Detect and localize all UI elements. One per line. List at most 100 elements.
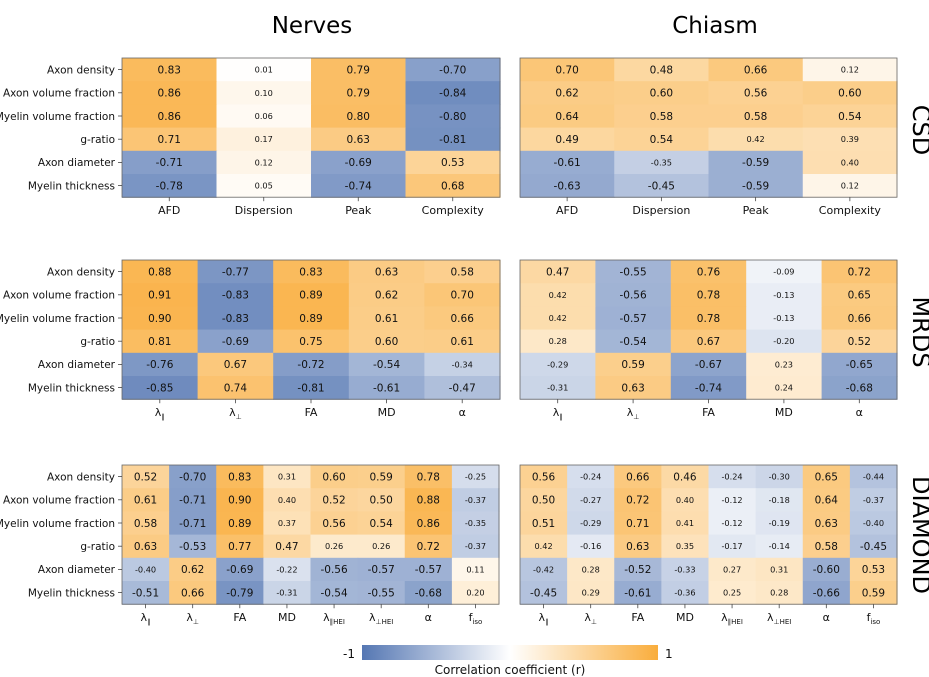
cell-value-label: 0.78 (417, 471, 440, 483)
heatmap-cell (802, 465, 851, 489)
cell-value-label: -0.57 (415, 564, 442, 576)
cell-value-label: 0.72 (848, 266, 871, 278)
heatmap-cell (849, 488, 898, 512)
heatmap-cell (567, 534, 615, 559)
colorbar (362, 645, 658, 660)
cell-value-label: 0.11 (466, 564, 484, 574)
cell-value-label: -0.69 (345, 157, 372, 169)
heatmap-cell (520, 150, 615, 175)
heatmap-cell (197, 260, 274, 284)
heatmap-cell (122, 81, 218, 105)
heatmap-cell (405, 174, 501, 198)
cell-value-label: -0.72 (297, 359, 324, 371)
cell-value-label: 0.51 (532, 518, 555, 530)
cell-value-label: -0.22 (276, 564, 297, 574)
cell-value-label: -0.31 (547, 383, 568, 393)
cell-value-label: -0.63 (554, 180, 581, 192)
heatmap-cell (216, 488, 264, 512)
heatmap-cell (746, 376, 823, 400)
cell-value-label: 0.83 (228, 471, 251, 483)
heatmap-cell (708, 581, 757, 605)
heatmap-cell (122, 511, 170, 536)
cell-value-label: -0.31 (276, 588, 297, 598)
column-label: λ∥HEI (721, 611, 743, 626)
cell-value-label: -0.19 (769, 518, 790, 528)
cell-value-label: 0.64 (555, 111, 579, 123)
heatmap-cell (821, 306, 898, 331)
heatmap-cell (614, 557, 662, 582)
heatmap-cell (404, 534, 453, 559)
column-label: λ∥HEI (323, 611, 345, 626)
heatmap-cell (520, 260, 596, 284)
cell-value-label: 0.70 (451, 290, 474, 302)
heatmap-cell (821, 260, 898, 284)
column-label: MD (278, 611, 296, 624)
heatmap-cell (348, 283, 425, 307)
cell-value-label: -0.69 (222, 336, 249, 348)
cell-value-label: 0.83 (158, 64, 181, 76)
cell-value-label: -0.45 (530, 587, 557, 599)
cell-value-label: 0.65 (815, 471, 838, 483)
column-label: Complexity (422, 204, 485, 217)
heatmap-cell (802, 127, 898, 152)
cell-value-label: 0.56 (744, 88, 768, 100)
heatmap-cell (197, 376, 274, 400)
heatmap-cell (614, 150, 710, 175)
cell-value-label: -0.76 (146, 359, 173, 371)
cell-value-label: -0.74 (345, 180, 372, 192)
cell-value-label: 0.91 (148, 290, 171, 302)
heatmap-cell (708, 488, 757, 512)
cell-value-label: 0.66 (848, 313, 872, 325)
heatmap-cell (802, 174, 898, 198)
heatmap-cell (520, 488, 568, 512)
cell-value-label: -0.34 (452, 359, 473, 369)
cell-value-label: -0.71 (179, 518, 206, 530)
heatmap-panel-diamond-chiasm: 0.56 -0.24 0.66 0.46 -0.24 -0.30 0.65 -0.44 0.50… (519, 464, 898, 626)
cell-value-label: -0.37 (465, 541, 486, 551)
cell-value-label: 0.61 (451, 336, 474, 348)
heatmap-cell (122, 306, 199, 331)
heatmap-cell (169, 534, 217, 559)
cell-value-label: -0.70 (179, 471, 206, 483)
row-label: Myelin thickness (28, 180, 115, 192)
cell-value-label: -0.45 (860, 541, 887, 553)
heatmap-cell (273, 306, 350, 331)
cell-value-label: -0.14 (769, 541, 790, 551)
cell-value-label: -0.83 (222, 313, 249, 325)
cell-value-label: 0.79 (347, 64, 370, 76)
cell-value-label: 0.86 (417, 518, 441, 530)
cell-value-label: -0.47 (449, 382, 476, 394)
cell-value-label: 0.42 (534, 541, 552, 551)
cell-value-label: 0.64 (815, 495, 839, 507)
panel-frame (519, 464, 898, 605)
heatmap-cell (520, 329, 596, 354)
cell-value-label: 0.72 (626, 495, 649, 507)
heatmap-cell (661, 534, 710, 559)
row-label: Axon volume fraction (3, 290, 115, 302)
column-label: λ⊥HEI (767, 611, 791, 626)
heatmap-cell (263, 534, 312, 559)
cell-value-label: 0.59 (862, 587, 885, 599)
cell-value-label: -0.54 (373, 359, 400, 371)
heatmap-panel-mrds-nerves: 0.88 -0.77 0.83 0.63 0.58 0.91 -0.83 0.89 0.62 0.… (0, 259, 501, 421)
cell-value-label: 0.58 (451, 266, 474, 278)
cell-value-label: 0.39 (841, 134, 859, 144)
heatmap-cell (661, 557, 710, 582)
cell-value-label: 0.74 (224, 382, 248, 394)
heatmap-cell (404, 581, 453, 605)
heatmap-cell (348, 376, 425, 400)
heatmap-cell (520, 352, 596, 377)
cell-value-label: -0.18 (769, 495, 790, 505)
cell-value-label: 0.52 (848, 336, 871, 348)
heatmap-cell (263, 511, 312, 536)
heatmap-cell (451, 534, 500, 559)
cell-value-label: -0.12 (721, 495, 742, 505)
cell-value-label: 0.60 (838, 88, 861, 100)
heatmap-cell (802, 58, 898, 82)
cell-value-label: 0.72 (417, 541, 440, 553)
heatmap-panel-csd-nerves: 0.83 0.01 0.79 -0.70 0.86 0.10 0.79 -0.84 0.86 0.… (0, 57, 501, 217)
cell-value-label: 0.63 (815, 518, 838, 530)
heatmap-cell (197, 283, 274, 307)
cell-value-label: -0.33 (674, 564, 695, 574)
heatmap-cell (746, 260, 823, 284)
